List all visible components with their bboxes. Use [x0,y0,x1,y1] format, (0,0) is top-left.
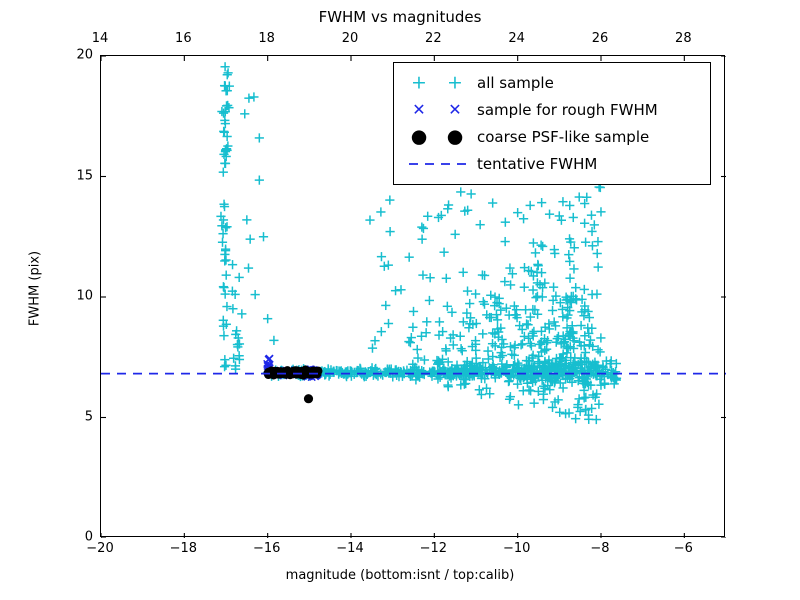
legend-label-coarse-psf-like-sample: coarse PSF-like sample [477,127,650,146]
plus-icon: + [447,71,463,93]
legend-label-tentative-fwhm: tentative FWHM [477,154,598,173]
filled-circle-icon: ● [410,125,428,147]
y-tick-label-group: 0 5 10 15 20 [0,0,93,600]
y-tick-label: 15 [76,168,93,183]
legend-marker-group: + + [403,72,477,94]
y-tick-label: 10 [76,288,93,304]
dashed-line-icon [409,162,469,165]
legend-item-tentative-fwhm: tentative FWHM [403,150,701,177]
cross-x-icon: ✕ [412,99,426,119]
legend-item-all-sample: + + all sample [403,69,701,96]
x-tick-label-top: 20 [341,31,359,46]
legend: + + all sample ✕ ✕ sample for rough FWHM… [393,62,711,185]
x-tick-label-top: 28 [675,31,692,46]
x-tick-label-top: 18 [258,31,275,46]
x-tick-label-top: 22 [425,31,442,46]
series-all-sample [216,62,622,425]
y-tick-label: 5 [84,409,93,424]
tick-marks [101,56,726,538]
cross-x-icon: ✕ [448,99,462,119]
legend-label-all-sample: all sample [477,73,554,92]
y-tick-label: 20 [76,47,93,63]
legend-marker-group [403,153,477,175]
x-tick-label-top: 26 [591,31,609,46]
series-coarse-psf-like-sample [263,365,323,404]
filled-circle-icon: ● [446,125,464,147]
scatter-canvas [101,56,726,538]
legend-marker-group: ✕ ✕ [403,99,477,121]
y-tick-label: 0 [84,529,93,545]
x-tick-label-bottom: −18 [169,541,198,556]
x-tick-label-bottom: −8 [590,541,610,556]
x-axis-label: magnitude (bottom:isnt / top:calib) [285,568,515,583]
x-tick-label-top: 24 [508,31,525,46]
legend-label-sample-for-rough-fwhm: sample for rough FWHM [477,100,658,119]
page-title: FWHM vs magnitudes [318,8,482,26]
x-tick-label-bottom: −12 [419,541,448,556]
legend-item-coarse-psf-like-sample: ● ● coarse PSF-like sample [403,123,701,150]
legend-item-sample-for-rough-fwhm: ✕ ✕ sample for rough FWHM [403,96,701,123]
x-tick-label-bottom: −20 [86,541,114,556]
x-tick-label-bottom: −10 [502,541,531,556]
x-tick-label-bottom: −6 [673,541,693,556]
legend-marker-group: ● ● [403,126,477,148]
x-tick-label-bottom: −14 [336,541,364,556]
x-tick-label-top: 14 [91,31,109,46]
x-tick-label-bottom: −16 [252,541,281,556]
plus-icon: + [411,71,427,93]
x-tick-label-top: 16 [175,31,192,46]
